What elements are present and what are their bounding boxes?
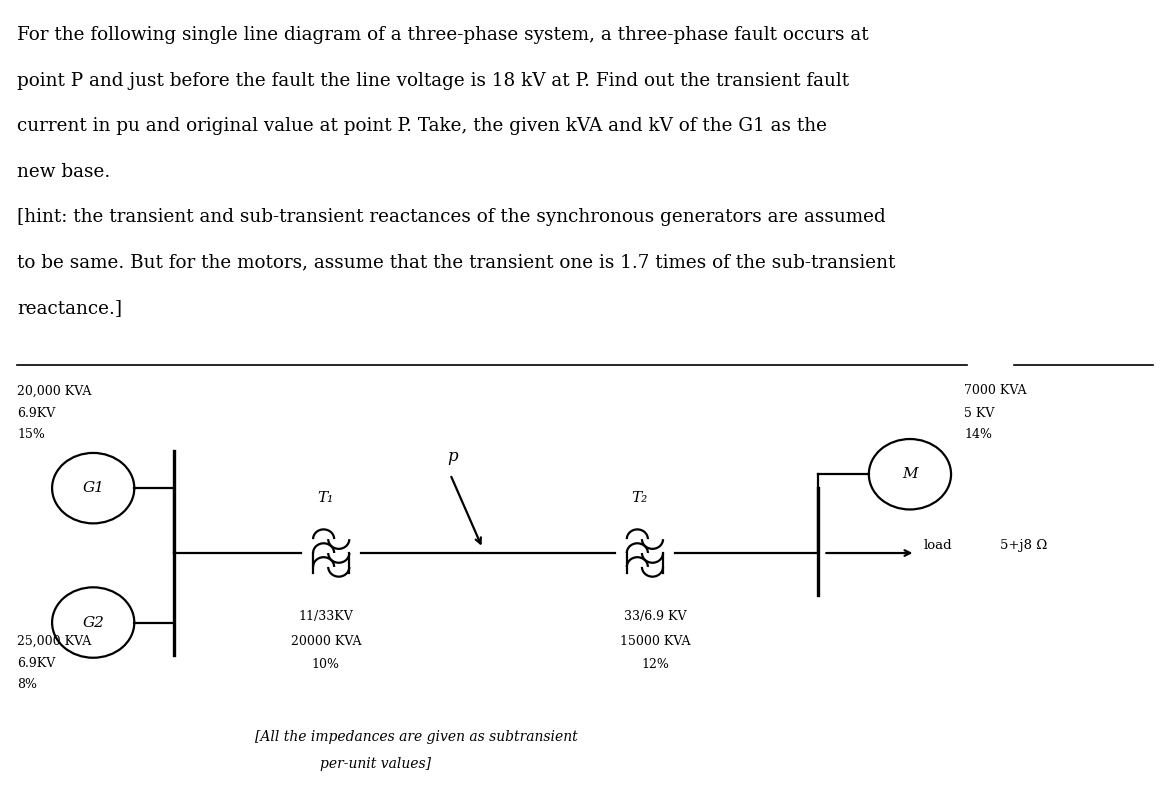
- Text: new base.: new base.: [17, 163, 111, 180]
- Text: M: M: [902, 468, 918, 481]
- Text: 11/33KV: 11/33KV: [298, 610, 353, 623]
- Text: 15%: 15%: [17, 428, 45, 441]
- Text: per-unit values]: per-unit values]: [320, 757, 431, 772]
- Text: [All the impedances are given as subtransient: [All the impedances are given as subtran…: [255, 730, 578, 743]
- Text: T₁: T₁: [318, 491, 334, 504]
- Text: 12%: 12%: [642, 658, 670, 670]
- Text: p: p: [447, 448, 458, 465]
- Text: 20000 KVA: 20000 KVA: [290, 634, 361, 647]
- Text: 15000 KVA: 15000 KVA: [621, 634, 691, 647]
- Text: to be same. But for the motors, assume that the transient one is 1.7 times of th: to be same. But for the motors, assume t…: [17, 253, 896, 272]
- Text: point P and just before the fault the line voltage is 18 kV at P. Find out the t: point P and just before the fault the li…: [17, 71, 849, 90]
- Text: current in pu and original value at point P. Take, the given kVA and kV of the G: current in pu and original value at poin…: [17, 117, 827, 135]
- Text: 25,000 KVA: 25,000 KVA: [17, 634, 92, 647]
- Text: reactance.]: reactance.]: [17, 299, 122, 317]
- Text: [hint: the transient and sub-transient reactances of the synchronous generators : [hint: the transient and sub-transient r…: [17, 208, 887, 226]
- Text: 5 KV: 5 KV: [963, 407, 995, 419]
- Text: 33/6.9 KV: 33/6.9 KV: [624, 610, 687, 623]
- Text: 10%: 10%: [312, 658, 340, 670]
- Text: 8%: 8%: [17, 678, 37, 691]
- Text: For the following single line diagram of a three-phase system, a three-phase fau: For the following single line diagram of…: [17, 26, 869, 44]
- Text: G1: G1: [83, 481, 104, 495]
- Text: 14%: 14%: [963, 428, 993, 441]
- Text: 7000 KVA: 7000 KVA: [963, 384, 1026, 397]
- Text: 6.9KV: 6.9KV: [17, 657, 56, 670]
- Text: load: load: [924, 539, 953, 552]
- Text: 5+j8 Ω: 5+j8 Ω: [1000, 539, 1047, 552]
- Text: 6.9KV: 6.9KV: [17, 407, 56, 419]
- Text: 20,000 KVA: 20,000 KVA: [17, 384, 92, 397]
- Text: T₂: T₂: [631, 491, 648, 504]
- Text: G2: G2: [83, 615, 104, 630]
